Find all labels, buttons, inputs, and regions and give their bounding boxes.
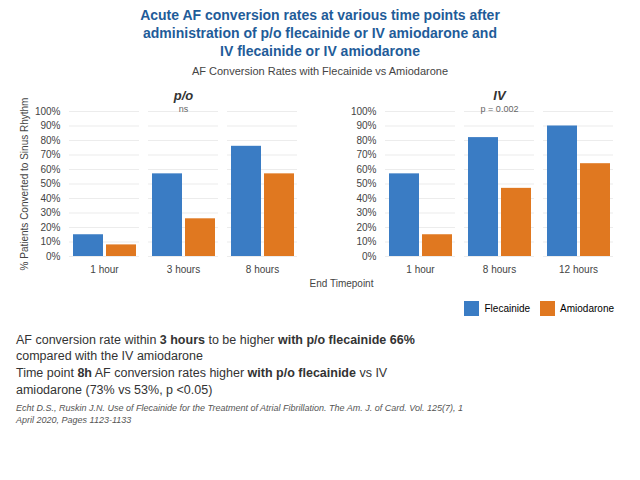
svg-text:8 hours: 8 hours bbox=[483, 263, 516, 274]
svg-text:80%: 80% bbox=[40, 134, 60, 145]
svg-text:50%: 50% bbox=[356, 178, 376, 189]
svg-text:8 hours: 8 hours bbox=[246, 263, 279, 274]
svg-text:ns: ns bbox=[179, 103, 189, 113]
svg-text:1 hour: 1 hour bbox=[90, 263, 119, 274]
svg-text:100%: 100% bbox=[351, 105, 377, 116]
html-text:AF conversion rate within 3 ho: AF conversion rate within 3 hours to be … bbox=[16, 332, 415, 347]
svg-text:% Patients Converted to Sinus: % Patients Converted to Sinus Rhythm bbox=[19, 97, 30, 270]
svg-text:10%: 10% bbox=[40, 236, 60, 247]
svg-text:p/o: p/o bbox=[173, 87, 194, 102]
svg-text:40%: 40% bbox=[356, 192, 376, 203]
html-text:amiodarone (73% vs 53%, p <0.0: amiodarone (73% vs 53%, p <0.05) bbox=[16, 383, 213, 398]
html-text:Time point 8h AF conversion ra: Time point 8h AF conversion rates higher… bbox=[16, 366, 388, 381]
svg-text:30%: 30% bbox=[40, 207, 60, 218]
svg-text:70%: 70% bbox=[40, 149, 60, 160]
html-text:Flecainide: Flecainide bbox=[484, 302, 531, 314]
svg-text:30%: 30% bbox=[356, 207, 376, 218]
svg-text:60%: 60% bbox=[356, 163, 376, 174]
svg-text:1 hour: 1 hour bbox=[406, 263, 435, 274]
html-text:Echt D.S., Ruskin J.N. Use of: Echt D.S., Ruskin J.N. Use of Flecainide… bbox=[16, 403, 463, 425]
html-text:Acute AF conversion rates at v: Acute AF conversion rates at various tim… bbox=[140, 7, 500, 60]
svg-text:End Timepoint: End Timepoint bbox=[310, 277, 374, 288]
svg-text:IV: IV bbox=[493, 87, 507, 102]
svg-text:20%: 20% bbox=[40, 221, 60, 232]
svg-text:20%: 20% bbox=[356, 221, 376, 232]
svg-text:70%: 70% bbox=[356, 149, 376, 160]
html-text:compared with the IV amiodaron: compared with the IV amiodarone bbox=[16, 349, 203, 364]
svg-text:40%: 40% bbox=[40, 192, 60, 203]
svg-text:0%: 0% bbox=[362, 250, 377, 261]
svg-text:0%: 0% bbox=[46, 250, 61, 261]
svg-text:10%: 10% bbox=[356, 236, 376, 247]
svg-text:90%: 90% bbox=[40, 120, 60, 131]
html-text:Amiodarone: Amiodarone bbox=[560, 302, 614, 314]
svg-text:80%: 80% bbox=[356, 134, 376, 145]
svg-text:p = 0.002: p = 0.002 bbox=[481, 103, 519, 113]
html-text:AF Conversion Rates with Fleca: AF Conversion Rates with Flecainide vs A… bbox=[191, 64, 449, 77]
svg-text:12 hours: 12 hours bbox=[559, 263, 598, 274]
svg-text:50%: 50% bbox=[40, 178, 60, 189]
svg-text:60%: 60% bbox=[40, 163, 60, 174]
svg-text:3 hours: 3 hours bbox=[167, 263, 200, 274]
svg-text:90%: 90% bbox=[356, 120, 376, 131]
svg-text:100%: 100% bbox=[35, 105, 61, 116]
